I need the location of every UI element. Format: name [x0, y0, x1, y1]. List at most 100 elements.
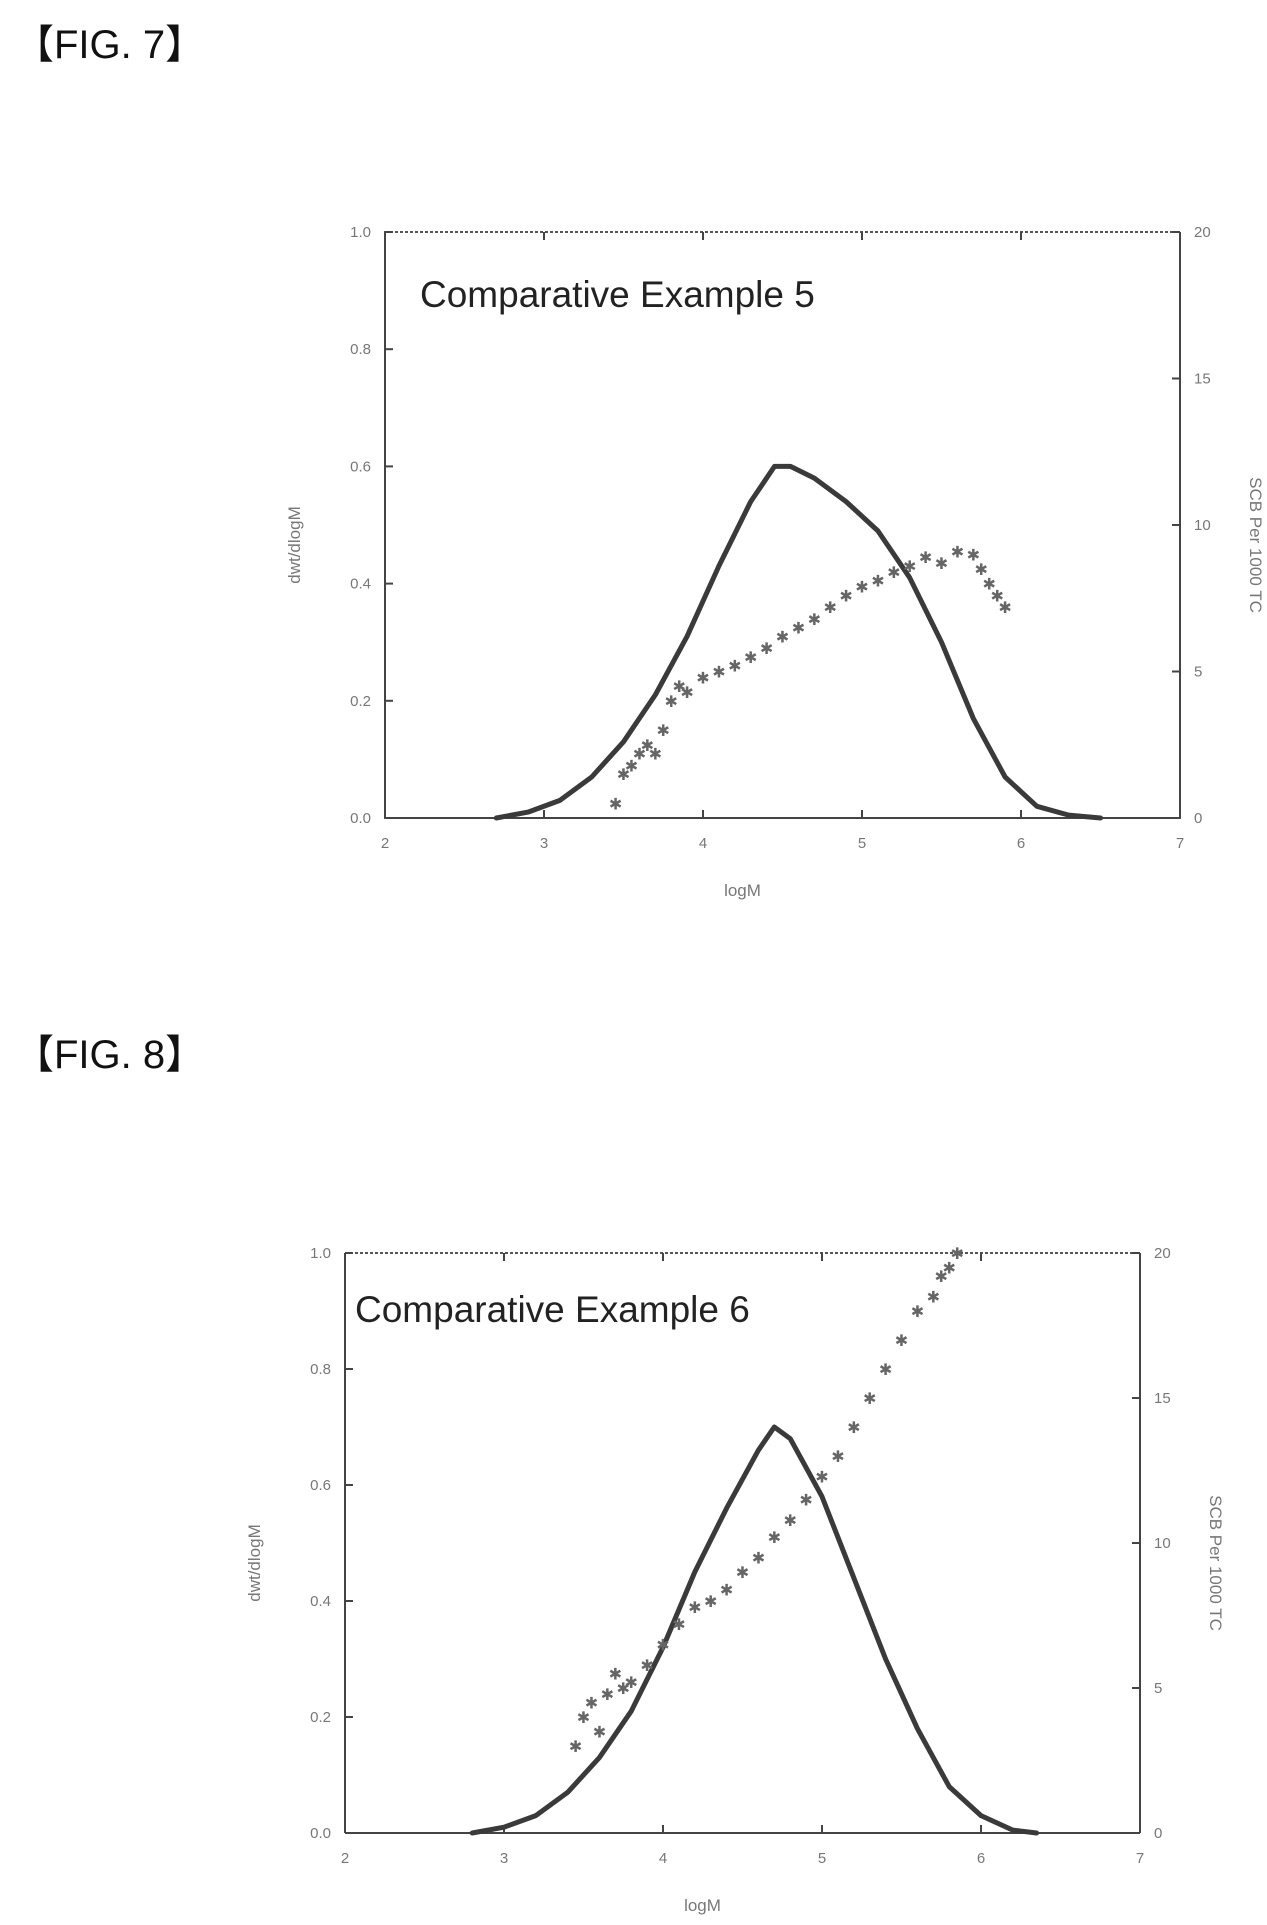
scb-data-point: ✱: [942, 1259, 955, 1278]
x-tick-label: 4: [659, 1850, 667, 1867]
scb-data-point: ✱: [617, 1679, 630, 1698]
y-tick-label: 0.6: [310, 1477, 331, 1494]
scb-data-point: ✱: [672, 677, 685, 696]
scb-data-point: ✱: [760, 639, 773, 658]
scb-data-point: ✱: [752, 1549, 765, 1568]
scb-data-point: ✱: [815, 1467, 828, 1486]
mwd-curve-line: [469, 1424, 1040, 1836]
scb-data-point: ✱: [967, 545, 980, 564]
y-tick-label: 0.8: [310, 1361, 331, 1378]
figure-8-label: 【FIG. 8】: [14, 1033, 206, 1077]
plot-frame: [384, 231, 1181, 819]
scb-data-point: ✱: [950, 1244, 963, 1263]
scb-data-point: ✱: [808, 610, 821, 629]
scb-data-point: ✱: [919, 548, 932, 567]
scb-data-point: ✱: [704, 1592, 717, 1611]
scb-data-point: ✱: [656, 1636, 669, 1655]
x-tick-label: 3: [540, 835, 548, 852]
scb-data-point: ✱: [935, 1267, 948, 1286]
scb-data-point: ✱: [696, 668, 709, 687]
scb-data-point: ✱: [847, 1418, 860, 1437]
scb-data-point: ✱: [601, 1685, 614, 1704]
y-tick-label: 0.4: [350, 576, 371, 593]
scb-data-point: ✱: [577, 1708, 590, 1727]
chart-title: Comparative Example 6: [355, 1289, 750, 1330]
scb-data-point: ✱: [863, 1389, 876, 1408]
y2-tick-label: 5: [1154, 1680, 1162, 1697]
x-axis-title: logM: [684, 1896, 721, 1915]
scb-data-point: ✱: [951, 542, 964, 561]
y-tick-label: 1.0: [310, 1245, 331, 1262]
scb-data-point: ✱: [569, 1737, 582, 1756]
scb-data-point: ✱: [672, 1615, 685, 1634]
y-tick-label: 0.2: [310, 1709, 331, 1726]
y-tick-label: 0.2: [350, 693, 371, 710]
scb-data-point: ✱: [625, 756, 638, 775]
y-axis-title: dwt/dlogM: [285, 506, 304, 583]
scb-data-point: ✱: [799, 1491, 812, 1510]
scb-data-point: ✱: [593, 1723, 606, 1742]
y-tick-label: 0.6: [350, 458, 371, 475]
scb-data-point: ✱: [895, 1331, 908, 1350]
scb-data-point: ✱: [664, 692, 677, 711]
scb-data-point: ✱: [609, 1665, 622, 1684]
y2-tick-label: 15: [1154, 1390, 1171, 1407]
scb-data-point: ✱: [712, 663, 725, 682]
scb-data-point: ✱: [641, 736, 654, 755]
scb-data-point: ✱: [768, 1528, 781, 1547]
scb-data-point: ✱: [688, 1598, 701, 1617]
x-tick-label: 3: [500, 1850, 508, 1867]
x-tick-label: 4: [699, 835, 707, 852]
scb-data-point: ✱: [617, 765, 630, 784]
y-tick-label: 0.8: [350, 341, 371, 358]
scb-data-point: ✱: [911, 1302, 924, 1321]
x-tick-label: 7: [1136, 1850, 1144, 1867]
scb-data-point: ✱: [935, 554, 948, 573]
scb-data-point: ✱: [633, 745, 646, 764]
scb-data-point: ✱: [927, 1288, 940, 1307]
scb-data-point: ✱: [998, 598, 1011, 617]
y-tick-label: 0.0: [310, 1825, 331, 1842]
y2-tick-label: 0: [1154, 1825, 1162, 1842]
scb-data-point: ✱: [640, 1656, 653, 1675]
chart-7: 2 3 4 5 6 7 0.0 0.2 0.4 0.6 0.8 1.0 0 5 10 15 20 logM dwt/…: [285, 224, 1265, 900]
scb-data-point: ✱: [776, 627, 789, 646]
scb-data-point: ✱: [990, 586, 1003, 605]
x-tick-label: 6: [977, 1850, 985, 1867]
scb-data-point: ✱: [982, 575, 995, 594]
x-tick-label: 5: [858, 835, 866, 852]
scb-data-point: ✱: [903, 557, 916, 576]
scb-data-point: ✱: [887, 563, 900, 582]
scb-data-point: ✱: [736, 1563, 749, 1582]
x-tick-label: 7: [1176, 835, 1184, 852]
plot-frame: [344, 1252, 1141, 1834]
y2-tick-label: 10: [1154, 1535, 1171, 1552]
x-axis-title: logM: [724, 881, 761, 900]
scb-data-point: ✱: [728, 657, 741, 676]
scb-data-point: ✱: [831, 1447, 844, 1466]
scb-data-point: ✱: [609, 794, 622, 813]
scb-data-point: ✱: [823, 598, 836, 617]
scb-data-point: ✱: [680, 683, 693, 702]
x-tick-label: 6: [1017, 835, 1025, 852]
scb-data-point: ✱: [649, 745, 662, 764]
y-axis-title: dwt/dlogM: [245, 1524, 264, 1601]
scb-data-point: ✱: [657, 721, 670, 740]
y2-tick-label: 15: [1194, 371, 1211, 388]
scb-data-point: ✱: [744, 648, 757, 667]
mwd-curve-line: [493, 463, 1103, 821]
y2-axis-title: SCB Per 1000 TC: [1206, 1495, 1225, 1631]
y2-tick-label: 10: [1194, 517, 1211, 534]
y-tick-label: 1.0: [350, 224, 371, 241]
scb-data-point: ✱: [585, 1694, 598, 1713]
figure-7-label: 【FIG. 7】: [14, 23, 206, 67]
scb-data-point: ✱: [871, 572, 884, 591]
scb-data-point: ✱: [855, 578, 868, 597]
scb-data-point: ✱: [839, 586, 852, 605]
y2-axis-title: SCB Per 1000 TC: [1246, 477, 1265, 613]
scb-data-point: ✱: [792, 619, 805, 638]
chart-8: 2 3 4 5 6 7 0.0 0.2 0.4 0.6 0.8 1.0 0 5 10 15 20 logM dwt/…: [245, 1244, 1225, 1915]
y2-tick-label: 0: [1194, 810, 1202, 827]
scb-data-point: ✱: [783, 1511, 796, 1530]
